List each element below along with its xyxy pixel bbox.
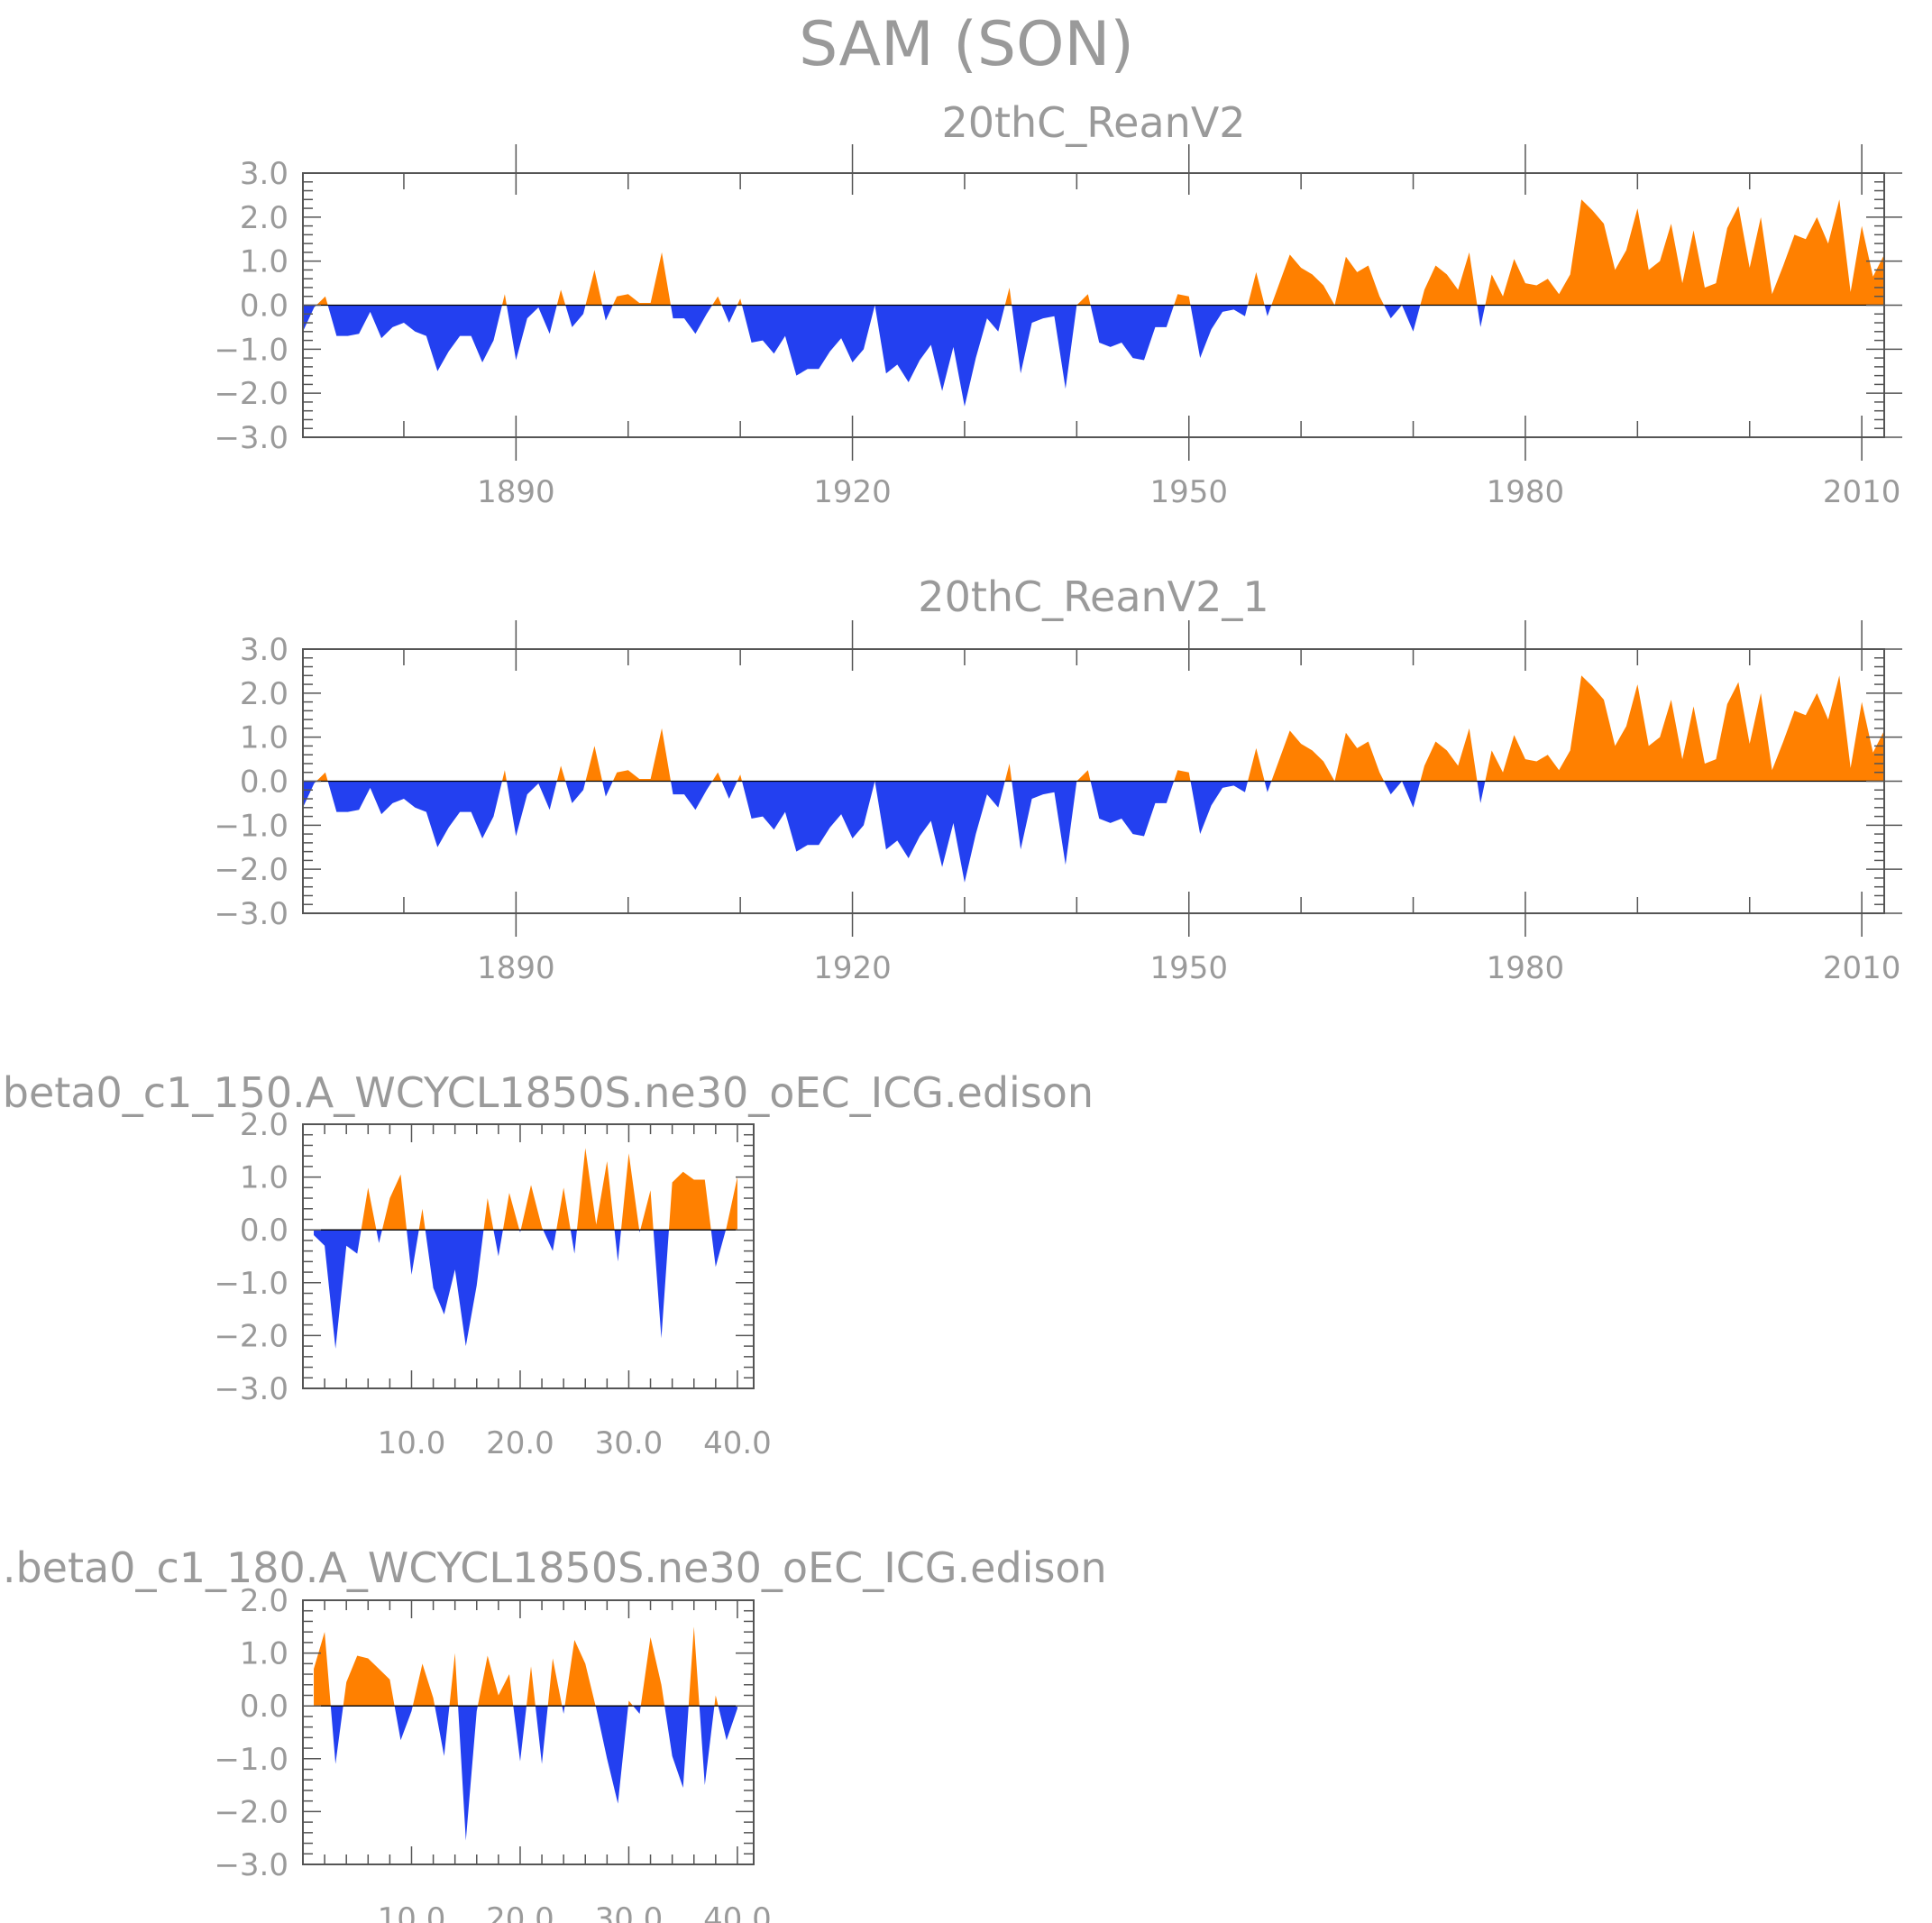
y-tick-label: 1.0 xyxy=(240,1160,288,1196)
x-tick-label: 10.0 xyxy=(378,1425,446,1461)
y-tick-label: 3.0 xyxy=(240,632,288,668)
y-tick-label: 0.0 xyxy=(240,288,288,325)
panel-title: 20thC_ReanV2_1 xyxy=(918,572,1268,621)
y-tick-label: −1.0 xyxy=(214,1266,288,1302)
y-tick-label: −3.0 xyxy=(214,1371,288,1407)
positive-area xyxy=(314,1626,737,1707)
y-tick-label: −2.0 xyxy=(214,376,288,412)
x-tick-label: 2010 xyxy=(1823,950,1901,986)
y-tick-label: 0.0 xyxy=(240,765,288,801)
positive-area xyxy=(314,1148,737,1231)
y-tick-label: −3.0 xyxy=(214,420,288,456)
x-tick-label: 30.0 xyxy=(595,1901,664,1923)
negative-area xyxy=(314,1706,737,1841)
x-tick-label: 2010 xyxy=(1823,474,1901,510)
y-tick-label: 1.0 xyxy=(240,244,288,280)
y-tick-label: −3.0 xyxy=(214,1847,288,1883)
positive-area xyxy=(303,675,1884,782)
chart-panel-4: 21.beta0_c1_180.A_WCYCL1850S.ne30_oEC_IC… xyxy=(0,1543,1107,1923)
y-tick-label: −2.0 xyxy=(214,1794,288,1830)
x-tick-label: 1950 xyxy=(1149,474,1228,510)
x-tick-label: 20.0 xyxy=(486,1425,554,1461)
negative-area xyxy=(303,305,1884,407)
x-tick-label: 40.0 xyxy=(703,1425,772,1461)
figure-title: SAM (SON) xyxy=(799,9,1134,80)
x-tick-label: 1980 xyxy=(1487,950,1565,986)
x-tick-label: 40.0 xyxy=(703,1901,772,1923)
y-tick-label: 2.0 xyxy=(240,676,288,712)
plot-frame xyxy=(302,1599,755,1865)
x-tick-label: 10.0 xyxy=(378,1901,446,1923)
x-tick-label: 1920 xyxy=(813,474,892,510)
y-tick-label: −2.0 xyxy=(214,852,288,888)
x-tick-label: 1890 xyxy=(477,950,555,986)
x-tick-label: 30.0 xyxy=(595,1425,664,1461)
y-tick-label: −3.0 xyxy=(214,896,288,932)
chart-panel-1: 20thC_ReanV2 −3.0 −2.0 −1.0 0.0 1.0 2.0 3.0 1890… xyxy=(214,98,1902,510)
y-tick-label: −1.0 xyxy=(214,332,288,368)
negative-area xyxy=(303,781,1884,883)
x-tick-label: 1890 xyxy=(477,474,555,510)
y-tick-label: 2.0 xyxy=(240,1107,288,1143)
y-tick-label: 3.0 xyxy=(240,156,288,192)
x-tick-label: 20.0 xyxy=(486,1901,554,1923)
y-tick-label: 0.0 xyxy=(240,1213,288,1249)
panel-title: 20thC_ReanV2 xyxy=(941,98,1245,147)
y-tick-label: −1.0 xyxy=(214,808,288,844)
negative-area xyxy=(314,1230,737,1350)
panel-title: 7.beta0_c1_150.A_WCYCL1850S.ne30_oEC_ICG… xyxy=(0,1068,1094,1117)
y-tick-label: 1.0 xyxy=(240,1636,288,1672)
x-tick-label: 1950 xyxy=(1149,950,1228,986)
plot-frame xyxy=(302,1123,755,1389)
y-tick-label: 0.0 xyxy=(240,1689,288,1725)
positive-area xyxy=(303,199,1884,306)
chart-panels: 20thC_ReanV2 −3.0 −2.0 −1.0 0.0 1.0 2.0 3.0 1890… xyxy=(0,98,1902,1923)
y-tick-label: −2.0 xyxy=(214,1318,288,1354)
x-tick-label: 1980 xyxy=(1487,474,1565,510)
y-tick-label: −1.0 xyxy=(214,1742,288,1778)
y-tick-label: 2.0 xyxy=(240,1583,288,1619)
chart-panel-3: 7.beta0_c1_150.A_WCYCL1850S.ne30_oEC_ICG… xyxy=(0,1068,1094,1461)
x-tick-label: 1920 xyxy=(813,950,892,986)
chart-panel-2: 20thC_ReanV2_1 −3.0 −2.0 −1.0 0.0 1.0 2.0 3.0 18… xyxy=(214,572,1902,986)
panel-title: 21.beta0_c1_180.A_WCYCL1850S.ne30_oEC_IC… xyxy=(0,1543,1107,1592)
y-tick-label: 2.0 xyxy=(240,200,288,236)
y-tick-label: 1.0 xyxy=(240,720,288,756)
